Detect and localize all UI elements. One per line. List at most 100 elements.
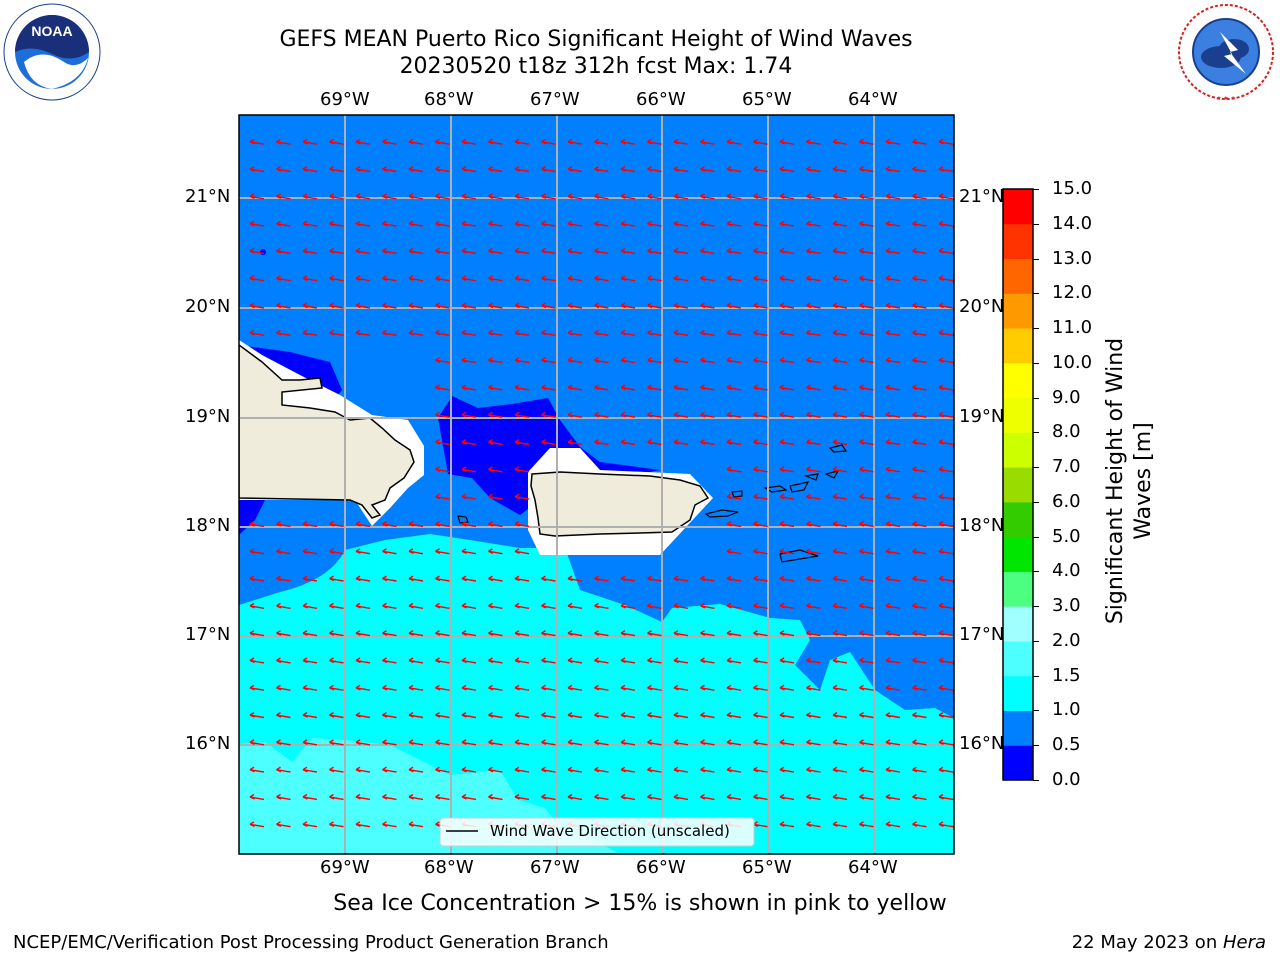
wave-direction-arrow [832,766,848,773]
wave-direction-arrow [779,411,795,418]
wave-direction-arrow [832,793,848,801]
wave-direction-arrow [382,138,397,145]
lat-label-left-16n: 16°N [185,733,231,754]
wave-direction-arrow [541,657,556,664]
wave-direction-arrow [541,193,556,200]
wave-direction-arrow [859,302,874,309]
wave-direction-arrow [567,329,583,336]
wave-direction-arrow [302,793,318,801]
wave-direction-arrow [700,411,715,418]
wave-direction-arrow [753,520,768,528]
lon-label-top-67w: 67°W [530,89,580,110]
wave-direction-arrow [806,630,821,637]
wave-direction-arrow [806,466,821,473]
wave-direction-arrow [461,384,477,391]
map-legend [439,817,755,847]
wave-direction-arrow [382,247,397,255]
wave-direction-arrow [700,220,715,227]
wave-direction-arrow [329,166,344,173]
colorbar-tick-mark [1033,606,1039,608]
wave-direction-arrow [382,657,397,664]
wave-direction-arrow [488,520,503,528]
wave-direction-arrow [408,684,424,691]
wave-direction-arrow [726,275,742,282]
wave-direction-arrow [302,193,318,200]
wave-direction-arrow [673,712,689,719]
wave-direction-arrow [355,821,371,828]
wave-direction-arrow [673,138,689,145]
wave-direction-arrow [912,220,927,227]
lat-label-left-17n: 17°N [185,624,231,645]
wave-direction-arrow [806,193,821,200]
wave-direction-arrow [912,302,927,309]
lat-label-left-19n: 19°N [185,406,231,427]
lon-label-top-69w: 69°W [320,89,370,110]
wave-direction-arrow [249,220,265,227]
wave-direction-arrow [461,712,477,719]
wave-direction-arrow [488,166,503,173]
wave-direction-arrow [435,275,450,282]
lon-label-bottom-68w: 68°W [424,857,474,878]
wave-direction-arrow [912,630,927,637]
wave-direction-arrow [885,766,901,773]
wave-direction-arrow [594,657,609,664]
wave-direction-arrow [726,520,742,528]
wave-direction-arrow [620,575,636,582]
wave-direction-arrow [885,220,901,227]
wave-direction-arrow [461,220,477,227]
footer-left: NCEP/EMC/Verification Post Processing Pr… [13,932,609,953]
wave-direction-arrow [514,247,530,255]
wave-direction-arrow [885,821,901,828]
wave-direction-arrow [514,793,530,801]
wave-direction-arrow [806,138,821,145]
wave-direction-arrow [832,520,848,528]
wave-direction-arrow [700,793,715,801]
wave-direction-arrow [700,602,715,609]
wave-direction-arrow [832,712,848,719]
wave-direction-arrow [885,712,901,719]
wave-direction-arrow [514,193,530,200]
wave-direction-arrow [779,657,795,664]
wave-direction-arrow [594,193,609,200]
wave-direction-arrow [435,411,450,418]
wave-direction-arrow [779,466,795,473]
wave-direction-arrow [461,302,477,309]
wave-direction-arrow [726,329,742,336]
wave-direction-arrow [859,193,874,200]
wave-direction-arrow [647,657,662,664]
wave-direction-arrow [832,439,848,446]
wave-direction-arrow [408,275,424,282]
wave-direction-arrow [408,712,424,719]
wave-direction-arrow [620,793,636,801]
wave-direction-arrow [276,821,291,828]
wave-direction-arrow [912,493,927,500]
wave-direction-arrow [673,247,689,255]
colorbar-segment [1003,640,1033,677]
wave-direction-arrow [779,384,795,391]
wave-direction-arrow [541,630,556,637]
colorbar-tick-mark [1033,258,1039,260]
wave-direction-arrow [249,739,265,746]
wave-direction-arrow [541,247,556,255]
wave-direction-arrow [488,466,503,473]
wave-direction-arrow [514,439,530,446]
wave-direction-arrow [408,793,424,801]
wave-direction-arrow [806,302,821,309]
wave-direction-arrow [355,166,371,173]
colorbar-tick-mark [1033,710,1039,712]
wave-direction-arrow [885,329,901,336]
wave-direction-arrow [647,275,662,282]
wave-direction-arrow [832,684,848,691]
wave-direction-arrow [753,411,768,418]
wave-direction-arrow [779,575,795,582]
wave-direction-arrow [779,493,795,500]
wave-direction-arrow [514,138,530,145]
wave-direction-arrow [435,739,450,746]
wave-direction-arrow [885,684,901,691]
wave-direction-arrow [753,793,768,801]
wave-direction-arrow [806,766,821,773]
colorbar-segment [1003,189,1033,225]
wave-direction-arrow [700,630,715,637]
wave-direction-arrow [382,575,397,582]
